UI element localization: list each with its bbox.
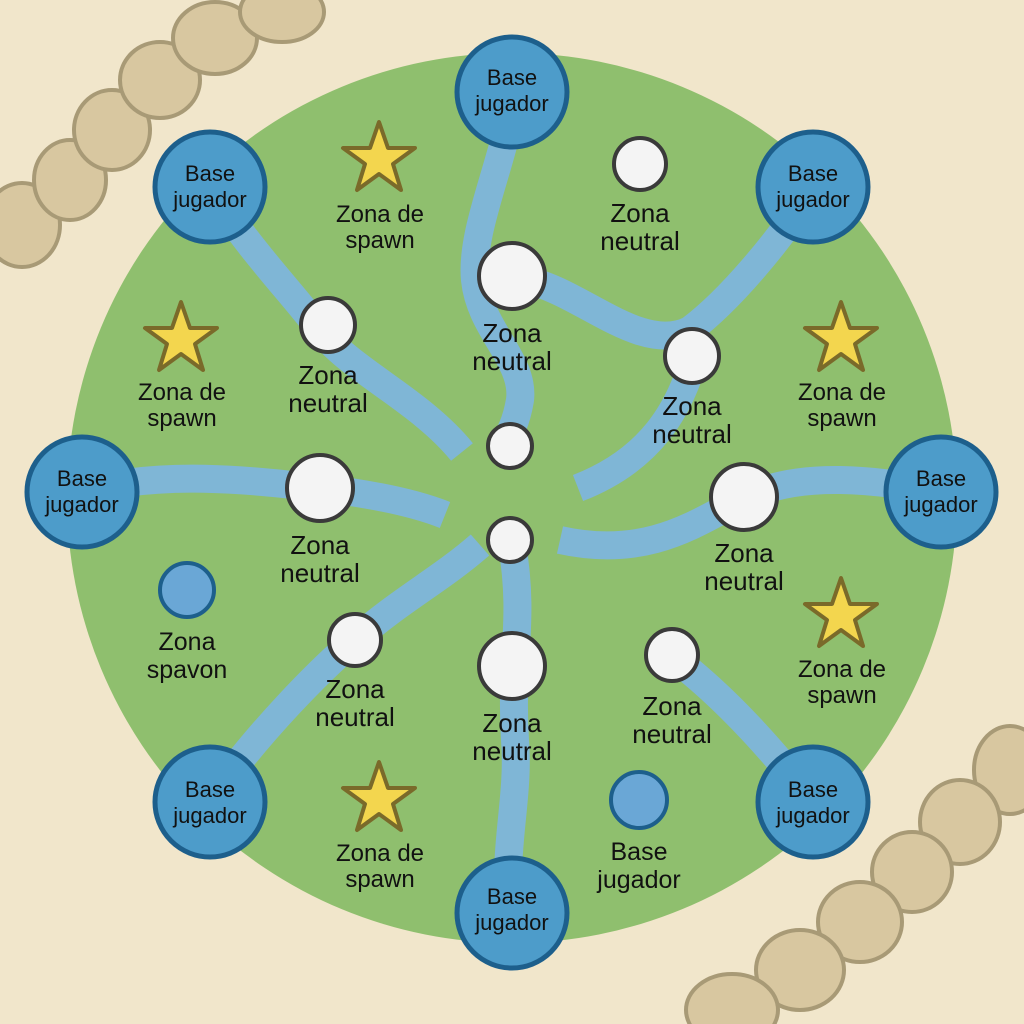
player-base-south[interactable]: Base jugador [454, 855, 570, 971]
spawn-label-line2: spawn [807, 682, 876, 709]
player-base-east[interactable]: Base jugador [883, 434, 999, 550]
star-icon [341, 120, 417, 192]
spavon-label-line2: spavon [147, 656, 228, 684]
spawn-label-line1: Zona de [798, 656, 886, 683]
neutral-zone-9[interactable]: Zona neutral [632, 627, 712, 749]
neutral-label-line1: Zona [662, 391, 722, 421]
base-label-line2: jugador [775, 803, 849, 828]
center-node [486, 516, 534, 564]
base-jugador-point[interactable]: Base jugador [596, 770, 681, 894]
base-label-line1: Base [788, 777, 838, 802]
star-icon [803, 576, 879, 648]
base-label-line2: jugador [172, 187, 246, 212]
neutral-label-line2: neutral [472, 346, 552, 376]
spawn-label-line1: Zona de [336, 201, 424, 228]
neutral-label-line1: Zona [714, 538, 774, 568]
base-label-line2: jugador [474, 91, 548, 116]
neutral-label-line2: neutral [600, 226, 680, 256]
neutral-label-line1: Zona [325, 674, 385, 704]
river-north [460, 100, 535, 457]
base-label-line2: jugador [903, 492, 977, 517]
player-base-northwest[interactable]: Base jugador [152, 129, 268, 245]
base-label-line1: Base [57, 466, 107, 491]
base-label-line1: Base [788, 161, 838, 186]
neutral-label-line2: neutral [472, 736, 552, 766]
base-label-line2: jugador [775, 187, 849, 212]
neutral-label-line1: Zona [482, 708, 542, 738]
neutral-label-line2: neutral [280, 558, 360, 588]
star-icon [143, 300, 219, 372]
base-point-label-line1: Base [611, 838, 668, 866]
spawn-zone-4[interactable]: Zona de spawn [798, 576, 886, 709]
base-label-line1: Base [487, 65, 537, 90]
neutral-label-line1: Zona [482, 318, 542, 348]
neutral-label-line2: neutral [315, 702, 395, 732]
spawn-label-line1: Zona de [138, 379, 226, 406]
spawn-zone-3[interactable]: Zona de spawn [798, 300, 886, 432]
center-nodes [486, 136, 668, 564]
base-label-line1: Base [185, 161, 235, 186]
base-point-label-line2: jugador [596, 866, 680, 894]
rock-chain-top-left [0, 0, 326, 269]
spawn-label-line1: Zona de [798, 379, 886, 406]
neutral-zone-6[interactable]: Zona neutral [704, 462, 784, 596]
player-base-southwest[interactable]: Base jugador [152, 744, 268, 860]
neutral-zone-4[interactable]: Zona neutral [652, 327, 732, 449]
rock-chain-bottom-right [684, 724, 1024, 1024]
spawn-label-line2: spawn [345, 227, 414, 254]
neutral-label-line1: Zona [298, 360, 358, 390]
neutral-label-line1: Zona [642, 691, 702, 721]
neutral-zone-8[interactable]: Zona neutral [472, 631, 552, 766]
spawn-label-line2: spawn [147, 405, 216, 432]
spavon-label-line1: Zona [159, 628, 216, 656]
neutral-label-line2: neutral [652, 419, 732, 449]
neutral-label-line2: neutral [288, 388, 368, 418]
player-base-north[interactable]: Base jugador [454, 34, 570, 150]
base-label-line2: jugador [44, 492, 118, 517]
zona-spavon[interactable]: Zona spavon [147, 561, 228, 684]
spawn-zone-5[interactable]: Zona de spawn [336, 760, 424, 893]
base-label-line1: Base [487, 884, 537, 909]
neutral-label-line2: neutral [632, 719, 712, 749]
spawn-zone-2[interactable]: Zona de spawn [138, 300, 226, 432]
neutral-zone-5[interactable]: Zona neutral [280, 453, 360, 588]
center-node [486, 422, 534, 470]
neutral-label-line2: neutral [704, 566, 784, 596]
base-label-line1: Base [916, 466, 966, 491]
base-label-line2: jugador [474, 910, 548, 935]
neutral-zone-7[interactable]: Zona neutral [315, 612, 395, 732]
spawn-label-line2: spawn [807, 405, 876, 432]
player-base-northeast[interactable]: Base jugador [755, 129, 871, 245]
spawn-label-line1: Zona de [336, 840, 424, 867]
neutral-label-line1: Zona [610, 198, 670, 228]
player-base-west[interactable]: Base jugador [24, 434, 140, 550]
neutral-zone-2[interactable]: Zona neutral [600, 198, 680, 256]
neutral-zone-3[interactable]: Zona neutral [288, 296, 368, 418]
spawn-label-line2: spawn [345, 866, 414, 893]
star-icon [341, 760, 417, 832]
neutral-label-line1: Zona [290, 530, 350, 560]
neutral-node [612, 136, 668, 192]
base-label-line1: Base [185, 777, 235, 802]
base-label-line2: jugador [172, 803, 246, 828]
neutral-zone-1[interactable]: Zona neutral [472, 241, 552, 376]
star-icon [803, 300, 879, 372]
player-base-southeast[interactable]: Base jugador [755, 744, 871, 860]
spawn-zone-1[interactable]: Zona de spawn [336, 120, 424, 254]
